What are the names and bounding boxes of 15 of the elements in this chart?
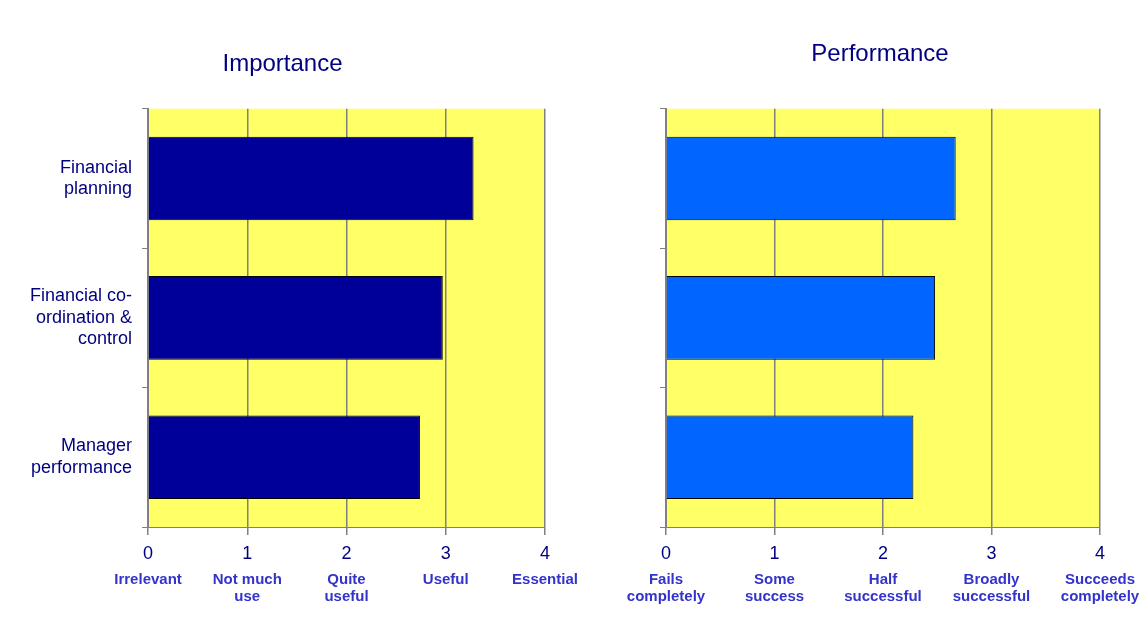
x-tick-label: 1 Not much use xyxy=(212,542,282,604)
x-tick-label: 2 Half successful xyxy=(844,542,922,604)
y-tick-label: Financial co- ordination & control xyxy=(29,285,133,349)
x-tick-label: 1 Some success xyxy=(744,542,805,604)
y-tick-label: Manager performance xyxy=(30,435,133,478)
chart-title: Importance xyxy=(222,49,343,77)
x-tick-label: 3 Broadly successful xyxy=(952,542,1031,604)
x-tick-label: 3 Useful xyxy=(422,542,469,587)
x-tick-label: 4 Essential xyxy=(512,542,578,587)
x-tick-label: 0 Fails completely xyxy=(626,542,706,604)
x-tick-label: 4 Succeeds completely xyxy=(1060,542,1140,604)
y-tick-label: Financial planning xyxy=(59,156,133,199)
x-tick-label: 0 Irrelevant xyxy=(114,542,182,587)
chart-title: Performance xyxy=(811,39,949,67)
x-tick-label: 2 Quite useful xyxy=(324,542,369,604)
